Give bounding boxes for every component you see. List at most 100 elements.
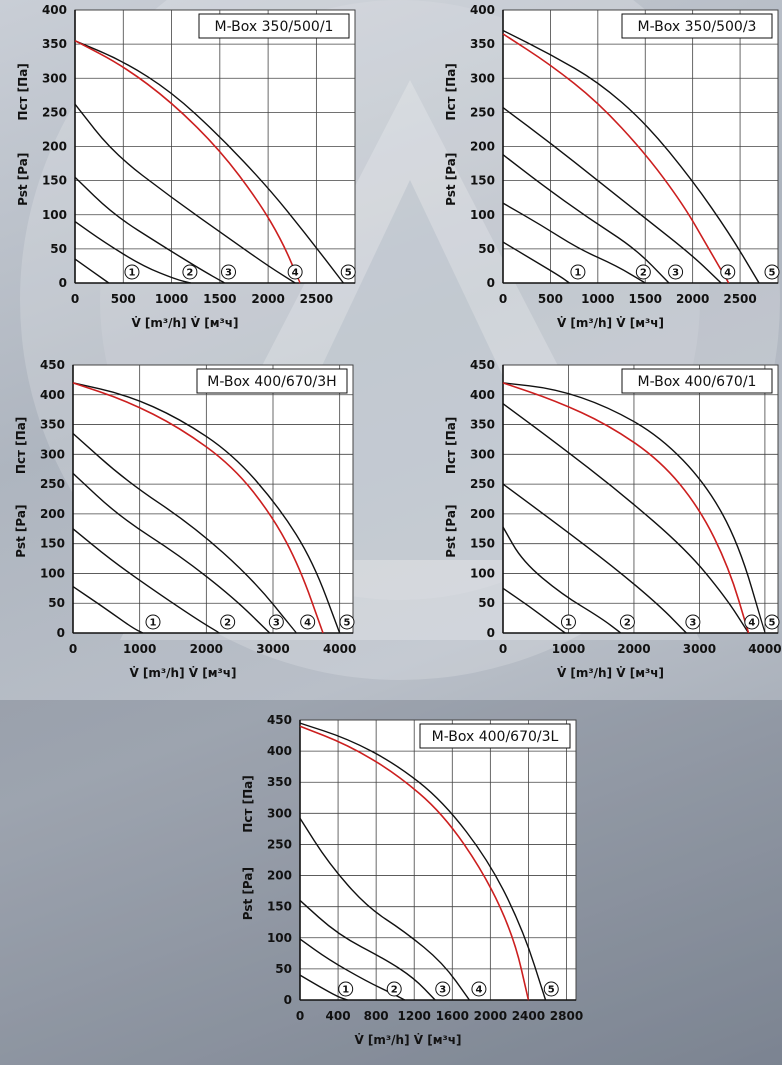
chart-5: 0 400 800 1200 1600 2000 2400 2800 050100150200…: [241, 713, 583, 1047]
curve-2: [74, 221, 192, 284]
svg-text:3: 3: [689, 618, 696, 629]
y-tick-labels: 0 50 100 150 200 250 300 350 400 450: [40, 358, 65, 640]
y-tick-label: 300: [470, 447, 495, 461]
svg-text:4: 4: [724, 268, 731, 279]
chart-title: M-Box 350/500/3: [638, 19, 757, 35]
curve-number-labels: 1 2 3 4 5: [145, 614, 355, 630]
x-tick-label: 0: [71, 292, 79, 306]
curve-5: [502, 382, 766, 634]
curve-4: [502, 107, 722, 284]
chart-4: 0 1000 2000 3000 4000 0 50 100 150 200 250 300 350 4…: [444, 358, 782, 680]
y-tick-label: 250: [42, 105, 67, 119]
curve-highlight: [502, 382, 750, 634]
curve-label-1: 1: [145, 614, 161, 630]
curve-number-labels: 1 2 3 4 5: [570, 264, 780, 280]
x-axis-label: V̇ [m³/h] V̇ [м³ч]: [557, 666, 664, 680]
y-tick-label: 200: [470, 507, 495, 521]
svg-text:2: 2: [224, 618, 231, 629]
y-tick-label: 400: [40, 388, 65, 402]
chart-title: M-Box 350/500/1: [215, 19, 334, 35]
y-tick-label: 50: [50, 242, 67, 256]
plot-area: [299, 719, 577, 1001]
svg-text:5: 5: [344, 618, 351, 629]
curve-highlight: [502, 33, 730, 284]
curve-number-labels: 1 2 3 4 5: [124, 264, 356, 280]
x-tick-labels: 0 1000 2000 3000 4000: [69, 642, 357, 656]
svg-text:3: 3: [273, 618, 280, 629]
chart-3: 0 1000 2000 3000 4000 0 50 100 150 200 250 300 350 4…: [14, 358, 357, 680]
svg-text:5: 5: [769, 618, 776, 629]
curve-label-5: 5: [764, 614, 780, 630]
curves: [72, 382, 341, 634]
y-axis-label-right: Пст [Па]: [444, 417, 458, 474]
curve-number-labels: 1 2 3 4 5: [560, 614, 780, 630]
curve-label-4: 4: [744, 614, 760, 630]
curve-label-3: 3: [668, 264, 684, 280]
x-tick-label: 0: [499, 642, 507, 656]
x-tick-labels: 0 400 800 1200 1600 2000 2400 2800: [296, 1009, 583, 1023]
curve-label-2: 2: [635, 264, 651, 280]
y-axis-label-left: Pst [Pa]: [444, 505, 458, 558]
curve-2: [502, 202, 646, 284]
svg-text:1: 1: [565, 618, 572, 629]
y-tick-label: 300: [40, 447, 65, 461]
x-tick-label: 2000: [676, 292, 709, 306]
curve-2: [502, 526, 622, 634]
y-tick-label: 450: [267, 713, 292, 727]
curve-5: [72, 382, 341, 634]
y-tick-label: 400: [42, 3, 67, 17]
y-axis-label-right: Пст [Па]: [241, 775, 255, 832]
svg-text:2: 2: [640, 268, 647, 279]
curve-4: [502, 403, 750, 634]
curve-label-3: 3: [685, 614, 701, 630]
x-tick-label: 500: [538, 292, 563, 306]
curve-4: [299, 817, 470, 1001]
svg-text:2: 2: [186, 268, 193, 279]
curve-label-2: 2: [220, 614, 236, 630]
curve-1: [502, 587, 566, 634]
x-tick-label: 1200: [398, 1009, 431, 1023]
curve-label-4: 4: [471, 981, 487, 997]
x-tick-label: 2500: [300, 292, 333, 306]
chart-title: M-Box 400/670/3H: [207, 374, 336, 390]
curve-3: [502, 483, 687, 634]
x-tick-label: 2000: [474, 1009, 507, 1023]
curve-3: [72, 472, 271, 634]
x-tick-label: 4000: [748, 642, 781, 656]
y-tick-label: 50: [275, 962, 292, 976]
plot-area: [502, 364, 779, 634]
curves: [299, 722, 547, 1001]
y-axis-label-right: Пст [Па]: [444, 63, 458, 120]
y-axis-label-left: Pst [Pa]: [16, 153, 30, 206]
y-tick-label: 100: [470, 208, 495, 222]
y-tick-label: 0: [59, 276, 67, 290]
y-tick-label: 0: [487, 276, 495, 290]
y-tick-label: 0: [487, 626, 495, 640]
grid: [299, 719, 577, 1001]
y-tick-label: 400: [470, 3, 495, 17]
y-tick-label: 250: [470, 105, 495, 119]
x-axis-label: V̇ [m³/h] V̇ [м³ч]: [557, 316, 664, 330]
curve-number-labels: 1 2 3 4 5: [338, 981, 559, 997]
y-tick-label: 450: [470, 358, 495, 372]
svg-text:4: 4: [748, 618, 755, 629]
y-tick-label: 0: [284, 993, 292, 1007]
chart-2: 0 500 1000 1500 2000 2500 0 50 100 150 200 250 300 3…: [444, 3, 780, 330]
y-tick-labels: 0 50 100 150 200 250 300 350 400: [42, 3, 67, 290]
curve-label-1: 1: [338, 981, 354, 997]
y-tick-label: 250: [267, 837, 292, 851]
y-tick-label: 50: [478, 242, 495, 256]
y-tick-label: 0: [57, 626, 65, 640]
y-tick-label: 50: [48, 596, 65, 610]
x-tick-label: 2000: [251, 292, 284, 306]
y-axis-label-left: Pst [Pa]: [14, 505, 28, 558]
svg-text:5: 5: [345, 268, 352, 279]
x-tick-label: 1000: [123, 642, 156, 656]
curve-1: [502, 241, 570, 284]
svg-text:2: 2: [391, 985, 398, 996]
svg-text:1: 1: [128, 268, 135, 279]
x-tick-label: 2000: [617, 642, 650, 656]
x-tick-label: 3000: [683, 642, 716, 656]
y-tick-label: 100: [42, 208, 67, 222]
curve-label-3: 3: [268, 614, 284, 630]
